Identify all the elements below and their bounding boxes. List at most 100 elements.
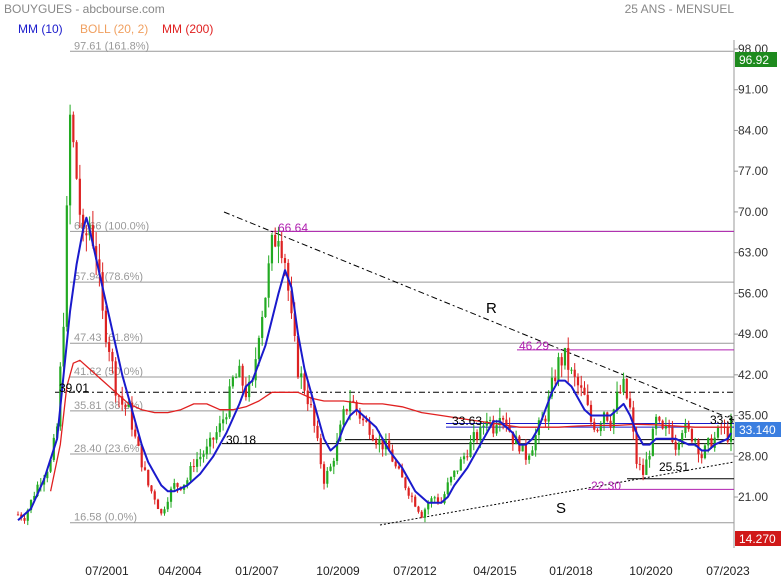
- candle-body: [394, 461, 397, 467]
- candle-body: [544, 418, 547, 422]
- candle-body: [248, 381, 251, 398]
- candle-body: [612, 409, 615, 428]
- candle-body: [283, 258, 287, 263]
- candle-body: [505, 419, 508, 426]
- candle-body: [456, 470, 459, 472]
- candle-body: [98, 259, 101, 273]
- candle-body: [309, 404, 313, 406]
- candle-body: [573, 369, 576, 377]
- candle-body: [524, 443, 527, 460]
- candle-body: [85, 233, 88, 236]
- candle-body: [479, 426, 482, 440]
- candle-body: [264, 297, 267, 317]
- label-33-63: 33.63: [452, 414, 482, 428]
- y-tick-label: 63.00: [738, 246, 768, 260]
- candle-body: [449, 476, 453, 483]
- candle-body: [694, 440, 697, 442]
- candle-body: [49, 459, 52, 472]
- candle-body: [641, 464, 645, 475]
- candle-body: [580, 385, 583, 388]
- candle-body: [427, 503, 430, 510]
- label-46-29: 46.29: [519, 339, 549, 353]
- candle-body: [160, 509, 163, 514]
- x-tick-label: 10/2009: [316, 564, 360, 578]
- last-price-tag-bg: [735, 422, 781, 437]
- candle-body: [62, 326, 65, 367]
- label-25-51: 25.51: [659, 460, 689, 474]
- candle-body: [241, 365, 244, 386]
- candle-body: [348, 400, 352, 412]
- candle-body: [202, 454, 205, 457]
- candle-body: [557, 357, 560, 382]
- candle-body: [163, 509, 166, 514]
- ma200-line: [49, 359, 731, 492]
- last-price-tag: 33.140: [739, 423, 776, 437]
- candle-body: [147, 469, 150, 486]
- low-price-tag-bg: [735, 531, 781, 546]
- low-price-tag: 14.270: [739, 532, 776, 546]
- candle-body: [326, 470, 329, 484]
- candle-body: [95, 246, 98, 260]
- candle-body: [648, 455, 651, 460]
- candle-body: [381, 439, 384, 450]
- candle-body: [153, 491, 156, 500]
- y-tick-label: 91.00: [738, 83, 768, 97]
- candle-body: [261, 316, 264, 338]
- candle-body: [280, 240, 283, 259]
- candle-body: [466, 456, 469, 458]
- candle-body: [433, 497, 436, 499]
- candle-body: [218, 423, 221, 433]
- chart-title: BOUYGUES - abcbourse.com: [4, 2, 165, 16]
- candle-body: [567, 347, 570, 370]
- candle-body: [23, 518, 26, 521]
- candle-body: [29, 499, 33, 511]
- candle-body: [235, 377, 238, 379]
- candle-body: [345, 409, 348, 412]
- axes: 98.0091.0084.0077.0070.0063.0056.0049.00…: [85, 42, 768, 578]
- high-price-tag: 96.92: [739, 53, 769, 67]
- candle-body: [404, 477, 407, 489]
- candle-body: [352, 400, 355, 402]
- candle-body: [169, 488, 173, 502]
- candle-body: [368, 421, 371, 435]
- x-tick-label: 01/2007: [235, 564, 279, 578]
- candle-body: [173, 483, 176, 489]
- candle-body: [462, 456, 466, 460]
- candle-body: [231, 377, 234, 387]
- x-tick-label: 01/2018: [549, 564, 593, 578]
- y-tick-label: 56.00: [738, 286, 768, 300]
- candle-body: [362, 418, 365, 421]
- candle-body: [108, 342, 111, 352]
- candle-body: [658, 416, 661, 421]
- candle-body: [36, 484, 39, 497]
- candle-body: [635, 431, 638, 464]
- label-33-3: 33.3: [710, 413, 734, 427]
- candle-body: [453, 470, 456, 477]
- candle-body: [446, 482, 449, 495]
- candle-body: [609, 420, 612, 428]
- candle-body: [671, 427, 674, 442]
- candle-body: [528, 455, 531, 460]
- label-66-64: 66.64: [278, 221, 308, 235]
- candle-body: [550, 377, 554, 397]
- candle-body: [277, 240, 280, 247]
- candle-body: [319, 438, 322, 465]
- candle-body: [375, 440, 378, 445]
- candle-body: [127, 403, 130, 408]
- candle-body: [137, 436, 140, 446]
- fib-label: 41.62 (50.0%): [74, 366, 143, 378]
- candle-body: [511, 431, 514, 445]
- candle-body: [306, 390, 309, 405]
- candle-body: [192, 465, 195, 467]
- candle-body: [388, 440, 391, 450]
- candle-body: [602, 412, 606, 424]
- candle-body: [257, 337, 261, 360]
- candle-body: [78, 178, 81, 215]
- candles: [16, 104, 733, 526]
- candle-body: [26, 510, 29, 521]
- candle-body: [632, 407, 635, 432]
- candle-body: [166, 501, 169, 510]
- candle-body: [674, 441, 677, 450]
- candle-body: [729, 419, 733, 442]
- candle-body: [68, 114, 72, 206]
